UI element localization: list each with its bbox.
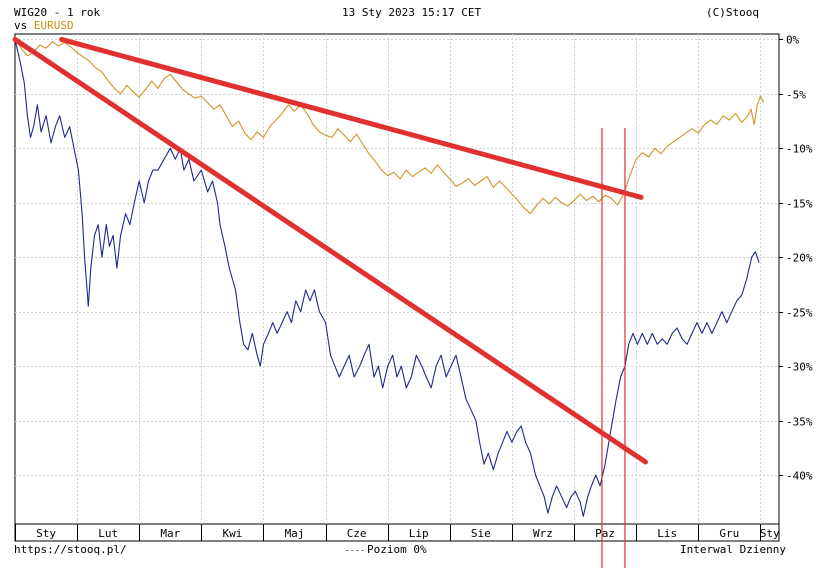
x-tick-label: Gru <box>719 527 739 540</box>
x-tick-label: Sie <box>471 527 491 540</box>
chart-title: WIG20 - 1 rok <box>14 6 101 19</box>
series-line-eurusd <box>14 39 764 215</box>
series-line-wig20 <box>14 39 760 517</box>
x-tick-label: Sty <box>760 527 780 540</box>
copyright: (C)Stooq <box>706 6 759 19</box>
source-url[interactable]: https://stooq.pl/ <box>14 543 127 556</box>
x-tick-label: Sty <box>36 527 56 540</box>
x-tick-label: Kwi <box>222 527 242 540</box>
x-tick-label: Lip <box>409 527 429 540</box>
baseline-legend: Poziom 0% <box>346 543 427 556</box>
comparison-line: vs EURUSD <box>14 19 74 32</box>
trendline <box>59 36 644 200</box>
vs-label: vs <box>14 19 28 32</box>
x-tick-label: Lut <box>98 527 118 540</box>
x-tick-label: Paz <box>595 527 615 540</box>
y-tick-label: -30% <box>786 361 813 374</box>
y-tick-label: -25% <box>786 307 813 320</box>
x-tick-label: Maj <box>285 527 305 540</box>
series-name: WIG20 <box>14 6 48 19</box>
interval-label: Interwal Dzienny <box>680 543 786 556</box>
y-tick-label: -40% <box>786 470 813 483</box>
timestamp: 13 Sty 2023 15:17 CET <box>342 6 482 19</box>
compare-symbol[interactable]: EURUSD <box>33 19 74 32</box>
x-tick-label: Mar <box>160 527 180 540</box>
y-tick-label: -35% <box>786 416 813 429</box>
x-tick-label: Wrz <box>533 527 553 540</box>
y-tick-label: -20% <box>786 252 813 265</box>
baseline-label: Poziom 0% <box>367 543 427 556</box>
y-tick-label: -15% <box>786 198 813 211</box>
y-tick-label: -10% <box>786 143 813 156</box>
plot-area <box>14 33 780 525</box>
trendline <box>12 36 648 465</box>
y-tick-label: -5% <box>786 89 806 102</box>
dashed-line-icon <box>346 549 364 551</box>
x-tick-label: Cze <box>347 527 367 540</box>
x-tick-label: Lis <box>657 527 677 540</box>
y-tick-label: 0% <box>786 34 800 47</box>
period-label: 1 rok <box>67 6 101 19</box>
